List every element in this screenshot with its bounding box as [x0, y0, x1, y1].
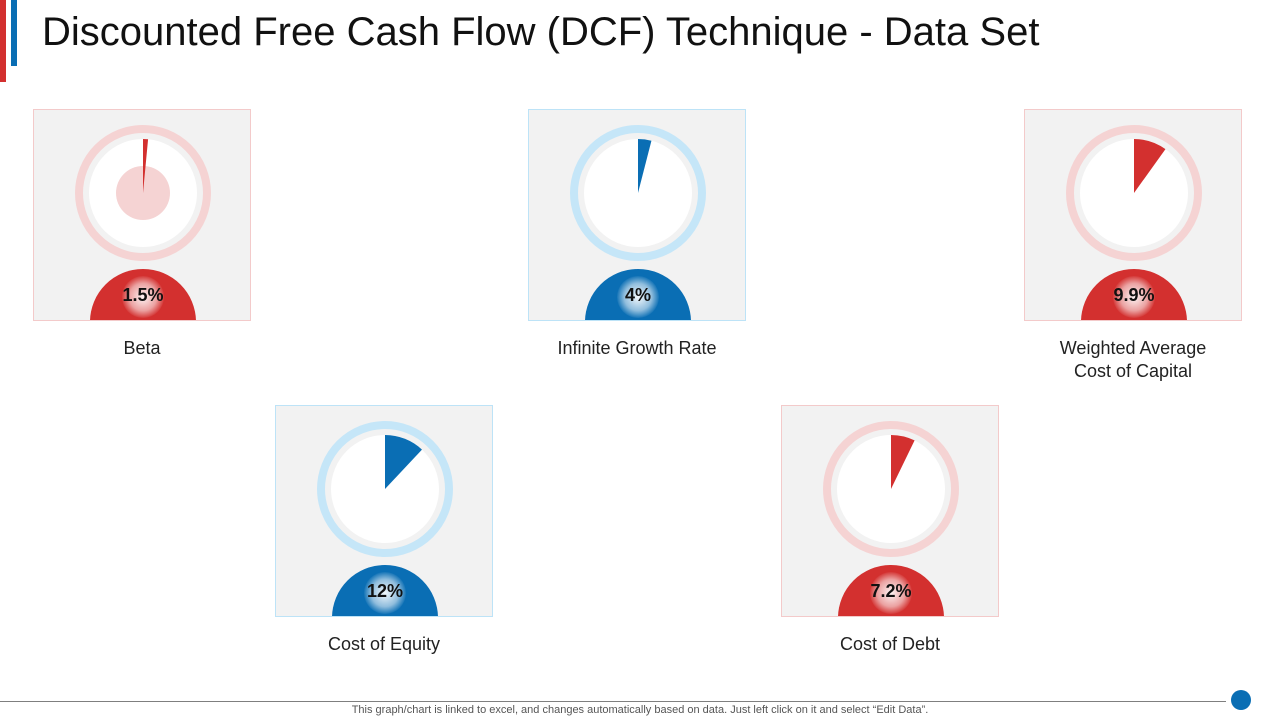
gauge-slice — [385, 435, 422, 489]
gauge-beta — [75, 125, 211, 320]
gauge-ring — [75, 125, 211, 261]
kpi-card-beta[interactable]: 1.5% — [33, 109, 251, 321]
page-title: Discounted Free Cash Flow (DCF) Techniqu… — [42, 10, 1040, 54]
gauge-growth-rate — [570, 125, 706, 320]
kpi-value-beta: 1.5% — [122, 285, 164, 305]
gauge-ring — [823, 421, 959, 557]
gauge-ring — [1066, 125, 1202, 261]
kpi-label-wacc-line1: Weighted Average — [1059, 338, 1207, 358]
kpi-label-growth-rate: Infinite Growth Rate — [557, 338, 717, 358]
footer-divider — [0, 701, 1226, 702]
kpi-label-wacc-line2: Cost of Capital — [1073, 361, 1193, 381]
gauge-slice — [638, 139, 652, 193]
kpi-label-beta: Beta — [123, 338, 161, 358]
footer-note: This graph/chart is linked to excel, and… — [351, 704, 929, 716]
title-accent-blue — [11, 0, 17, 66]
kpi-card-growth-rate[interactable]: 4% — [528, 109, 746, 321]
value-bubble — [364, 572, 406, 614]
value-bubble — [122, 276, 164, 318]
gauge-slice — [1134, 139, 1166, 193]
value-bubble — [617, 276, 659, 318]
gauge-ring — [570, 125, 706, 261]
kpi-label-cost-of-equity: Cost of Equity — [327, 634, 441, 654]
kpi-label-wacc: Weighted Average Cost of Capital — [1013, 337, 1253, 383]
footer-dot-icon — [1231, 690, 1251, 710]
value-bubble — [870, 572, 912, 614]
kpi-card-cost-of-debt[interactable]: 7.2% — [781, 405, 999, 617]
kpi-label-cost-of-debt: Cost of Debt — [839, 634, 941, 654]
kpi-card-cost-of-equity[interactable]: 12% — [275, 405, 493, 617]
title-accent-red — [0, 0, 6, 82]
gauge-ring — [317, 421, 453, 557]
gauge-wacc — [1066, 125, 1202, 320]
gauge-cost-of-debt — [823, 421, 959, 616]
kpi-value-growth-rate: 4% — [624, 285, 651, 305]
value-bubble — [1113, 276, 1155, 318]
kpi-card-wacc[interactable]: 9.9% — [1024, 109, 1242, 321]
kpi-value-cost-of-debt: 7.2% — [870, 581, 912, 601]
kpi-value-wacc: 9.9% — [1113, 285, 1155, 305]
gauge-slice — [143, 139, 149, 193]
gauge-slice — [891, 435, 915, 489]
gauge-cost-of-equity — [317, 421, 453, 616]
kpi-value-cost-of-equity: 12% — [366, 581, 404, 601]
